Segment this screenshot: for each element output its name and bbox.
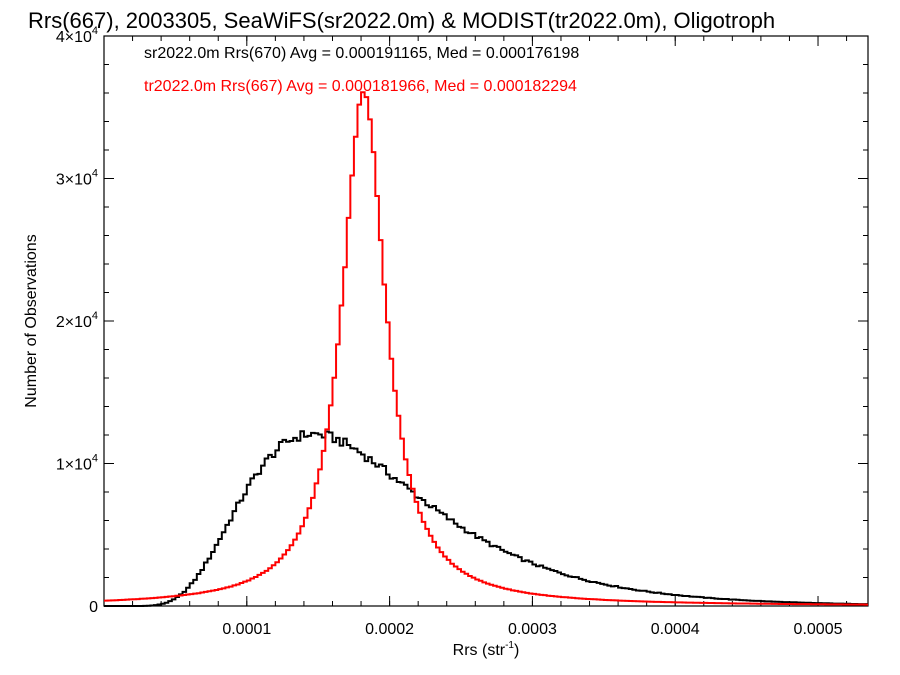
x-tick-label: 0.0002 [365, 621, 414, 638]
y-tick-labels: 0 1×104 2×104 3×104 4×104 [56, 25, 98, 616]
legend-annotation-red: tr2022.0m Rrs(667) Avg = 0.000181966, Me… [144, 78, 577, 95]
chart-title: Rrs(667), 2003305, SeaWiFS(sr2022.0m) & … [28, 8, 775, 33]
x-tick-labels: 0.0001 0.0002 0.0003 0.0004 0.0005 [222, 621, 842, 638]
y-tick-label: 0 [89, 599, 98, 616]
x-axis-label-sup: -1 [505, 640, 514, 651]
x-axis-label-close: ) [514, 642, 519, 659]
x-tick-label: 0.0005 [794, 621, 843, 638]
y-tick-label: 1×104 [56, 453, 98, 474]
x-tick-label: 0.0001 [222, 621, 271, 638]
legend-annotation-black: sr2022.0m Rrs(670) Avg = 0.000191165, Me… [144, 45, 579, 62]
x-tick-label: 0.0003 [508, 621, 557, 638]
series-layer [104, 91, 868, 607]
series-step-1 [104, 91, 868, 606]
x-axis-label-main: Rrs (str [453, 642, 506, 659]
x-axis-label: Rrs (str-1) [453, 640, 520, 659]
plot-frame [103, 35, 869, 607]
x-tick-label: 0.0004 [651, 621, 700, 638]
y-tick-label: 3×104 [56, 168, 98, 189]
axis-ticks [104, 35, 868, 607]
y-axis-label: Number of Observations [23, 234, 40, 407]
y-tick-label: 4×104 [56, 25, 98, 46]
y-tick-label: 2×104 [56, 310, 98, 331]
series-step-0 [104, 430, 868, 607]
